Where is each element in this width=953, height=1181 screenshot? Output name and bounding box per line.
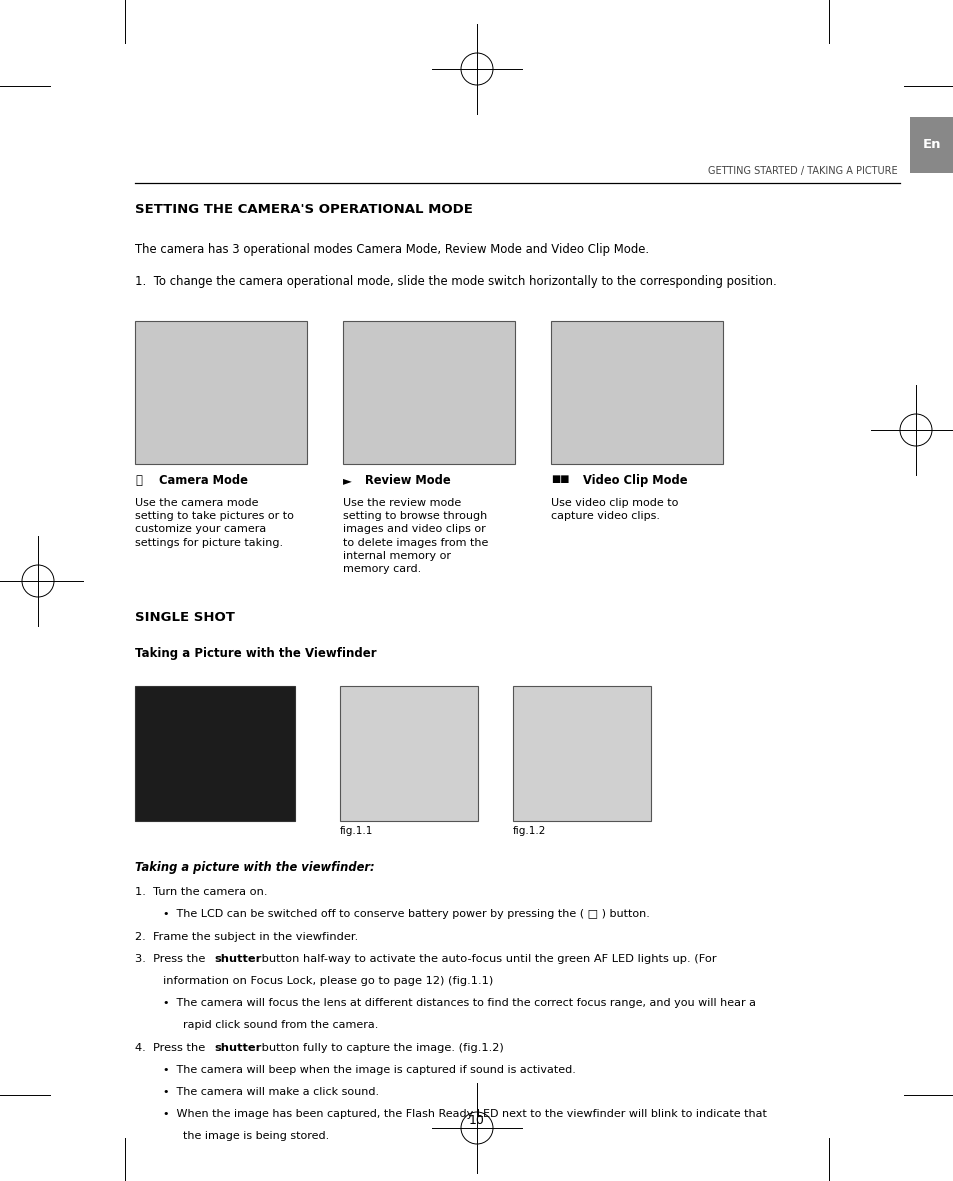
Text: 1.  To change the camera operational mode, slide the mode switch horizontally to: 1. To change the camera operational mode… bbox=[135, 275, 776, 288]
Text: En: En bbox=[922, 138, 941, 151]
Text: •  When the image has been captured, the Flash Ready LED next to the viewfinder : • When the image has been captured, the … bbox=[163, 1109, 766, 1120]
Text: Video Clip Mode: Video Clip Mode bbox=[578, 474, 687, 487]
Text: fig.1.1: fig.1.1 bbox=[339, 826, 373, 836]
Text: information on Focus Lock, please go to page 12) (fig.1.1): information on Focus Lock, please go to … bbox=[163, 976, 493, 986]
Text: Use the review mode
setting to browse through
images and video clips or
to delet: Use the review mode setting to browse th… bbox=[343, 498, 488, 574]
Text: Review Mode: Review Mode bbox=[360, 474, 450, 487]
Text: SETTING THE CAMERA'S OPERATIONAL MODE: SETTING THE CAMERA'S OPERATIONAL MODE bbox=[135, 203, 473, 216]
Text: 3.  Press the: 3. Press the bbox=[135, 954, 209, 964]
Text: 10: 10 bbox=[469, 1115, 484, 1128]
Text: fig.1.2: fig.1.2 bbox=[513, 826, 546, 836]
Text: button fully to capture the image. (fig.1.2): button fully to capture the image. (fig.… bbox=[257, 1043, 503, 1052]
Text: ►: ► bbox=[343, 474, 352, 487]
Text: shutter: shutter bbox=[214, 1043, 262, 1052]
Text: •  The LCD can be switched off to conserve battery power by pressing the ( □ ) b: • The LCD can be switched off to conserv… bbox=[163, 909, 649, 919]
Bar bbox=[909, 117, 953, 172]
Text: 1.  Turn the camera on.: 1. Turn the camera on. bbox=[135, 887, 267, 898]
Text: SINGLE SHOT: SINGLE SHOT bbox=[135, 611, 234, 624]
Text: shutter: shutter bbox=[214, 954, 262, 964]
Text: ■■: ■■ bbox=[551, 474, 569, 484]
Bar bbox=[135, 321, 307, 464]
Text: 2.  Frame the subject in the viewfinder.: 2. Frame the subject in the viewfinder. bbox=[135, 932, 358, 941]
Text: rapid click sound from the camera.: rapid click sound from the camera. bbox=[183, 1020, 378, 1030]
Text: Use video clip mode to
capture video clips.: Use video clip mode to capture video cli… bbox=[551, 498, 678, 521]
Text: 4.  Press the: 4. Press the bbox=[135, 1043, 209, 1052]
Bar bbox=[135, 686, 294, 821]
Text: •  The camera will beep when the image is captured if sound is activated.: • The camera will beep when the image is… bbox=[163, 1065, 576, 1075]
Text: Use the camera mode
setting to take pictures or to
customize your camera
setting: Use the camera mode setting to take pict… bbox=[135, 498, 294, 548]
Bar bbox=[513, 686, 650, 821]
Text: •  The camera will focus the lens at different distances to find the correct foc: • The camera will focus the lens at diff… bbox=[163, 998, 755, 1009]
Text: The camera has 3 operational modes Camera Mode, Review Mode and Video Clip Mode.: The camera has 3 operational modes Camer… bbox=[135, 243, 648, 256]
Bar bbox=[551, 321, 722, 464]
Text: ⎙: ⎙ bbox=[135, 474, 142, 487]
Text: Taking a Picture with the Viewfinder: Taking a Picture with the Viewfinder bbox=[135, 647, 376, 660]
Text: Taking a picture with the viewfinder:: Taking a picture with the viewfinder: bbox=[135, 861, 375, 874]
Text: button half-way to activate the auto-focus until the green AF LED lights up. (Fo: button half-way to activate the auto-foc… bbox=[257, 954, 716, 964]
Text: GETTING STARTED / TAKING A PICTURE: GETTING STARTED / TAKING A PICTURE bbox=[708, 167, 897, 176]
Text: •  The camera will make a click sound.: • The camera will make a click sound. bbox=[163, 1087, 378, 1097]
Bar bbox=[343, 321, 515, 464]
Text: the image is being stored.: the image is being stored. bbox=[183, 1131, 329, 1141]
Text: Camera Mode: Camera Mode bbox=[154, 474, 248, 487]
Bar bbox=[339, 686, 477, 821]
